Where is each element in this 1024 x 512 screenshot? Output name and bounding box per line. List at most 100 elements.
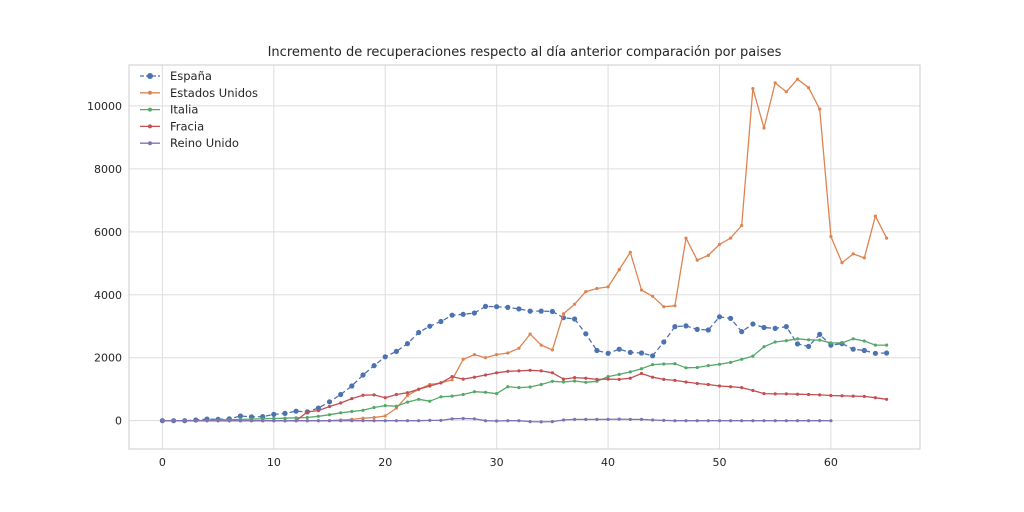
data-point: [650, 353, 656, 359]
data-point: [807, 419, 811, 423]
data-point: [550, 379, 555, 383]
data-point: [683, 323, 689, 329]
data-point: [684, 236, 688, 240]
data-point: [450, 375, 454, 379]
data-point: [795, 77, 800, 81]
data-point: [483, 356, 488, 360]
data-point: [527, 308, 533, 314]
data-point: [482, 303, 489, 309]
data-point: [873, 343, 878, 347]
data-point: [472, 375, 476, 379]
data-point: [638, 350, 645, 356]
data-point: [773, 419, 777, 423]
data-point: [495, 392, 499, 396]
series-0: [159, 303, 890, 424]
series-lines: [159, 77, 890, 424]
data-point: [573, 379, 577, 383]
y-tick-label: 10000: [87, 100, 122, 113]
data-point: [762, 345, 766, 349]
data-point: [550, 371, 555, 375]
series-line: [162, 338, 887, 422]
data-point: [595, 377, 599, 381]
data-point: [661, 339, 667, 345]
data-point: [628, 417, 632, 421]
legend-marker: [148, 90, 152, 95]
data-point: [829, 393, 833, 398]
data-point: [550, 420, 555, 424]
data-point: [784, 392, 788, 396]
legend-label: Italia: [170, 103, 198, 117]
data-point: [472, 390, 476, 394]
data-point: [584, 290, 588, 294]
data-point: [829, 234, 833, 239]
data-point: [606, 377, 610, 381]
data-point: [272, 419, 276, 423]
data-point: [471, 310, 477, 316]
data-point: [517, 346, 521, 350]
data-point: [460, 311, 466, 317]
data-point: [439, 381, 443, 385]
data-point: [829, 341, 833, 345]
data-point: [740, 386, 744, 390]
data-point: [305, 415, 309, 420]
plot-frame: [128, 64, 921, 450]
data-point: [850, 346, 856, 352]
data-point: [862, 339, 866, 343]
data-point: [327, 404, 332, 409]
data-point: [651, 363, 655, 367]
data-point: [417, 397, 421, 401]
y-tick-label: 6000: [94, 226, 122, 239]
data-point: [716, 314, 723, 320]
x-tick-label: 10: [267, 456, 281, 469]
data-point: [739, 329, 745, 335]
data-point: [594, 347, 600, 354]
data-point: [416, 329, 422, 336]
data-point: [249, 419, 254, 423]
data-point: [315, 405, 321, 411]
x-tick-label: 50: [712, 456, 726, 469]
grid: [129, 65, 920, 449]
data-point: [627, 349, 633, 355]
legend: España Estados Unidos Italia Fracia Reino Un…: [140, 69, 258, 150]
data-point: [349, 383, 355, 389]
data-point: [360, 372, 366, 378]
x-tick-label: 30: [490, 456, 504, 469]
data-point: [483, 419, 488, 423]
data-point: [751, 388, 755, 393]
data-point: [450, 378, 454, 382]
data-point: [528, 332, 532, 336]
data-point: [807, 86, 811, 90]
data-point: [327, 419, 332, 423]
data-point: [450, 394, 454, 398]
data-point: [506, 385, 510, 389]
data-point: [762, 419, 766, 423]
data-point: [673, 304, 677, 308]
data-point: [483, 390, 488, 394]
data-point: [383, 414, 387, 418]
data-point: [662, 377, 666, 381]
data-point: [483, 373, 488, 377]
data-point: [361, 416, 365, 420]
data-point: [461, 392, 465, 397]
data-point: [851, 394, 855, 398]
data-point: [606, 285, 610, 289]
data-point: [372, 419, 376, 423]
series-line: [162, 305, 887, 422]
data-point: [795, 392, 800, 396]
data-point: [762, 392, 766, 396]
data-point: [595, 286, 599, 291]
data-point: [840, 261, 844, 265]
data-point: [616, 346, 622, 352]
data-point: [282, 410, 288, 416]
data-point: [818, 338, 822, 342]
data-point: [506, 369, 510, 373]
data-point: [316, 409, 320, 413]
data-point: [327, 413, 332, 417]
data-point: [717, 242, 722, 246]
series-2: [160, 337, 889, 423]
data-point: [794, 341, 801, 347]
data-point: [505, 304, 511, 310]
data-point: [405, 400, 410, 404]
data-point: [617, 372, 621, 376]
